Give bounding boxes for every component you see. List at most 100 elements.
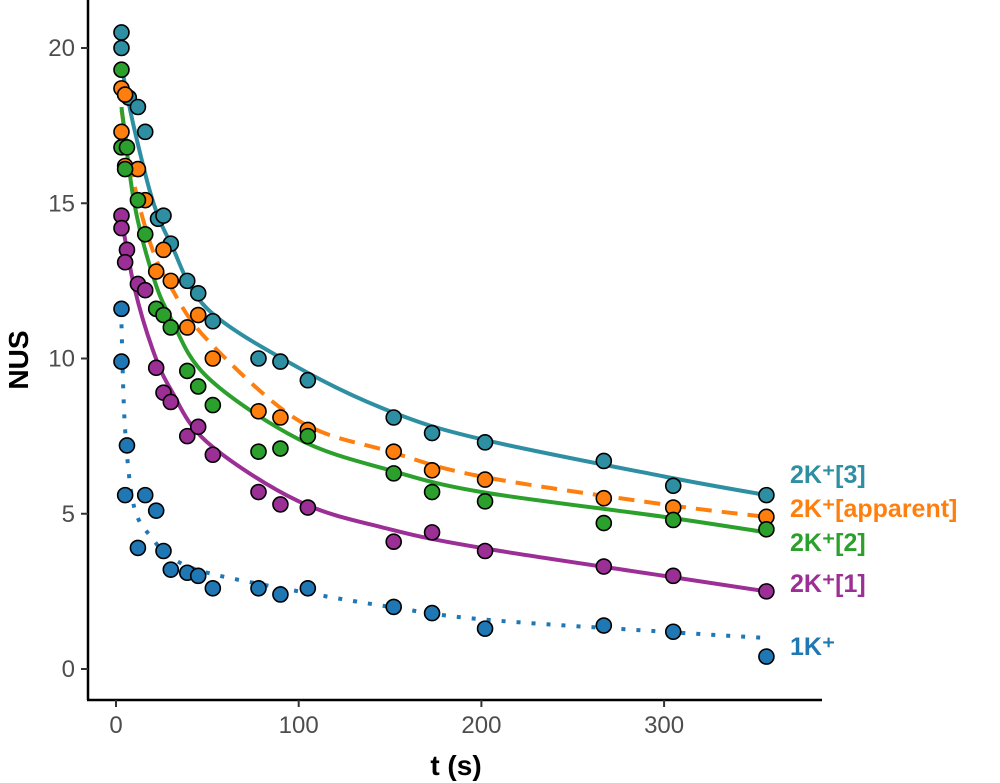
data-point <box>162 319 180 336</box>
data-point <box>178 319 196 336</box>
data-point <box>595 617 613 634</box>
data-point <box>178 427 196 445</box>
data-point <box>385 533 403 550</box>
data-point <box>155 207 172 224</box>
x-tick-label: 0 <box>109 712 122 739</box>
data-point <box>136 123 154 141</box>
data-point <box>299 579 317 597</box>
data-point <box>204 350 222 367</box>
data-point <box>136 486 154 504</box>
data-point <box>664 477 682 495</box>
data-point <box>189 418 207 436</box>
fit-curve-2 <box>119 106 767 535</box>
data-point <box>250 579 267 597</box>
data-point <box>162 561 180 578</box>
series-label: 1K⁺ <box>790 633 835 661</box>
data-point <box>204 446 222 464</box>
data-point <box>155 542 172 560</box>
y-tick-label: 10 <box>48 346 75 373</box>
data-point <box>129 191 147 209</box>
data-point <box>272 496 289 513</box>
data-point <box>136 226 154 243</box>
y-tick-label: 0 <box>62 656 75 683</box>
data-point <box>129 539 147 557</box>
data-point <box>136 281 154 299</box>
data-point <box>162 272 180 290</box>
series-label: 2K⁺[apparent] <box>790 495 957 523</box>
y-tick-label: 5 <box>62 501 75 528</box>
data-point <box>476 542 494 560</box>
data-point <box>385 598 403 616</box>
data-point <box>204 396 222 414</box>
x-tick-label: 100 <box>279 712 319 739</box>
data-point <box>299 499 317 516</box>
data-point <box>476 471 494 488</box>
data-point <box>758 648 775 665</box>
data-point <box>118 139 136 156</box>
data-point <box>113 39 130 57</box>
y-tick-label: 20 <box>48 35 75 62</box>
data-point <box>113 300 130 318</box>
data-point <box>189 306 207 324</box>
data-point <box>178 272 196 290</box>
data-point <box>113 61 130 79</box>
data-point <box>250 443 267 460</box>
series-label: 2K⁺[2] <box>790 529 866 557</box>
fit-curves <box>119 75 767 640</box>
data-point <box>113 353 130 370</box>
data-point <box>189 378 207 395</box>
x-axis-title: t (s) <box>430 750 481 781</box>
data-point <box>664 623 682 641</box>
data-point <box>178 362 196 380</box>
data-point <box>147 359 165 377</box>
data-point <box>162 393 180 411</box>
data-point <box>664 567 682 585</box>
y-axis-title: NUS <box>3 330 34 389</box>
data-point <box>113 123 130 141</box>
data-point <box>155 306 172 324</box>
data-point <box>113 24 130 41</box>
data-point <box>423 524 441 541</box>
data-point <box>385 409 403 426</box>
data-point <box>272 409 289 426</box>
data-point <box>204 312 222 330</box>
series-label: 2K⁺[1] <box>790 570 866 598</box>
fit-curve-0 <box>121 75 767 498</box>
data-points <box>113 24 775 665</box>
data-point <box>250 402 267 420</box>
data-point <box>147 502 165 519</box>
data-point <box>758 583 775 600</box>
data-point <box>476 493 494 510</box>
data-point <box>664 511 682 529</box>
data-point <box>423 461 441 479</box>
y-tick-label: 15 <box>48 190 75 217</box>
data-point <box>189 567 207 585</box>
data-point <box>250 483 267 501</box>
data-point <box>758 486 775 504</box>
data-point <box>272 586 289 603</box>
x-tick-label: 300 <box>644 712 684 739</box>
data-point <box>423 424 441 442</box>
data-point <box>595 558 613 575</box>
data-point <box>113 219 130 237</box>
data-point <box>595 514 613 532</box>
data-point <box>299 427 317 445</box>
series-label: 2K⁺[3] <box>790 461 866 489</box>
data-point <box>116 86 134 103</box>
data-point <box>299 371 317 389</box>
data-point <box>758 520 775 538</box>
series-labels: 2K⁺[3] 2K⁺[apparent] 2K⁺[2] 2K⁺[1] 1K⁺ <box>790 461 957 661</box>
data-point <box>476 434 494 451</box>
data-point <box>155 241 172 259</box>
fit-curve-3 <box>119 218 767 594</box>
data-point <box>423 483 441 501</box>
data-point <box>476 620 494 637</box>
data-point <box>595 489 613 507</box>
data-point <box>272 353 289 370</box>
data-point <box>385 443 403 460</box>
data-point <box>116 486 134 504</box>
data-point <box>250 350 267 367</box>
data-point <box>423 604 441 622</box>
